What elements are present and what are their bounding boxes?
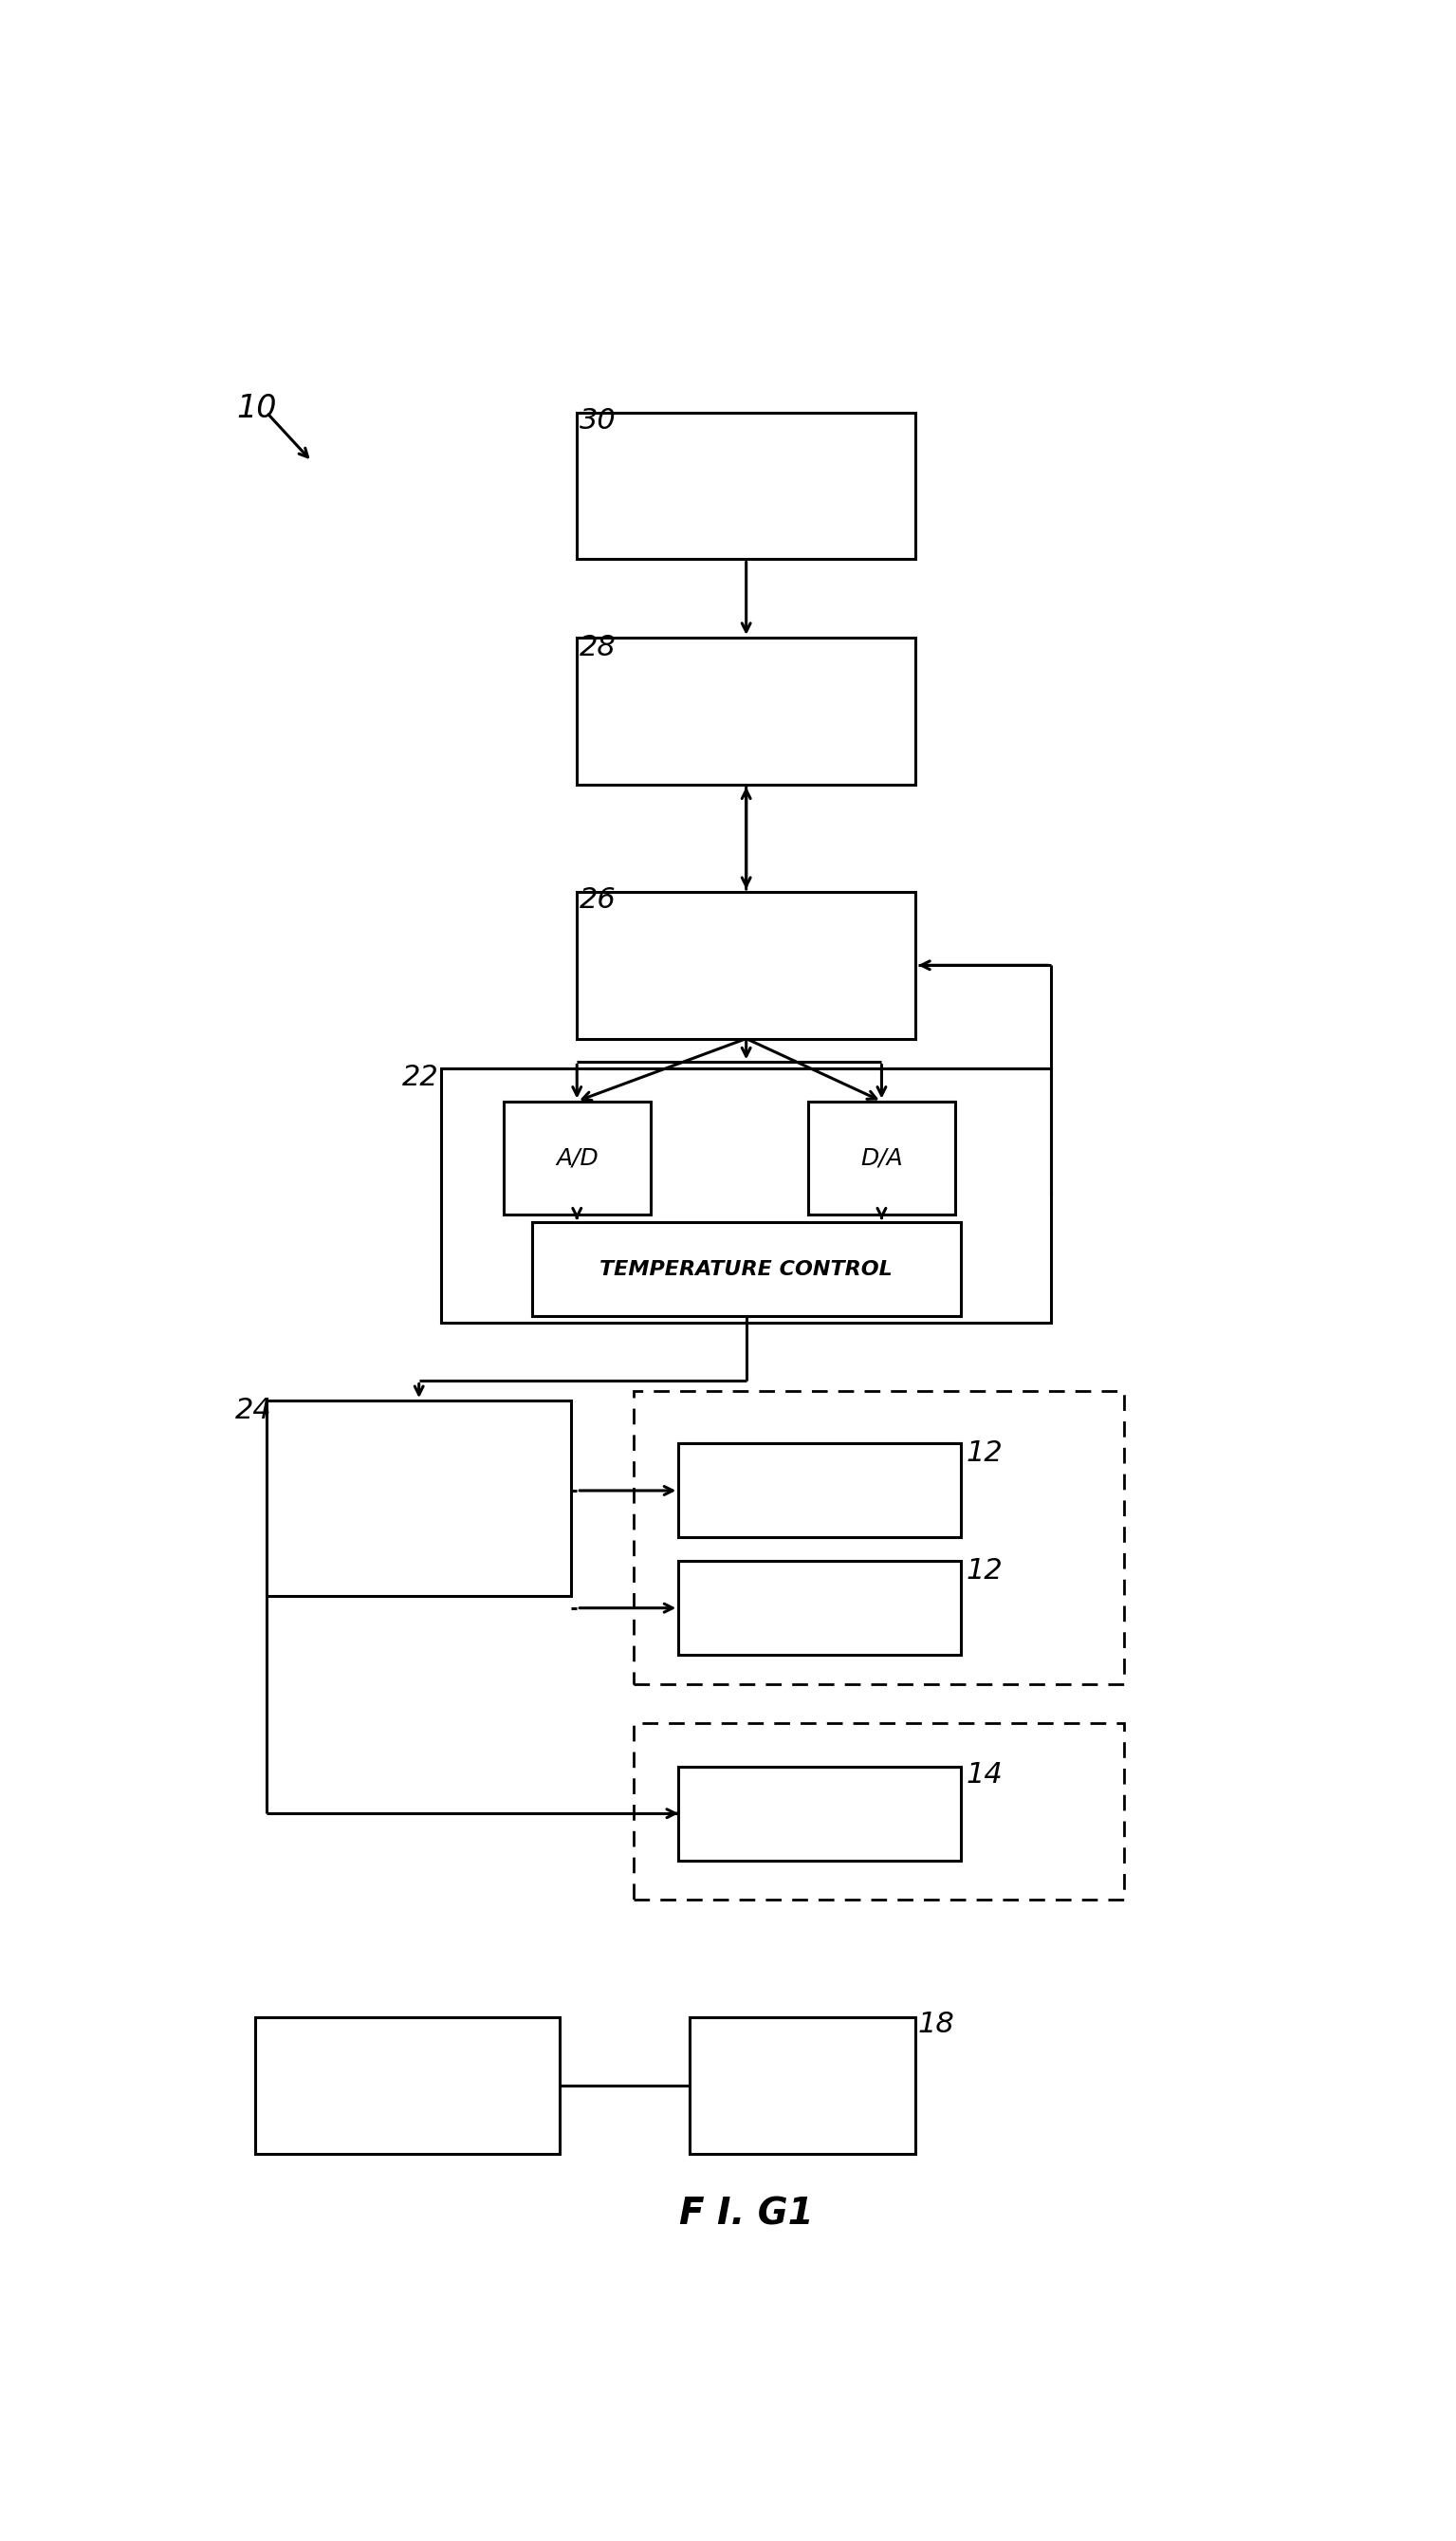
Bar xyxy=(255,2018,561,2155)
Bar xyxy=(577,892,916,1039)
Text: 12: 12 xyxy=(967,1441,1003,1466)
Text: D/A: D/A xyxy=(860,1146,903,1169)
Bar xyxy=(690,2018,916,2155)
Text: 30: 30 xyxy=(579,407,616,435)
Text: 28: 28 xyxy=(579,633,616,661)
Bar xyxy=(266,1400,571,1596)
Bar xyxy=(441,1067,1051,1321)
Bar xyxy=(808,1100,955,1215)
Text: A/D: A/D xyxy=(556,1146,598,1169)
Text: 26: 26 xyxy=(579,887,616,915)
Text: 24: 24 xyxy=(234,1398,272,1423)
Bar xyxy=(577,412,916,559)
Text: 10: 10 xyxy=(236,394,277,424)
Text: 12: 12 xyxy=(967,1558,1003,1586)
Bar xyxy=(678,1443,961,1537)
Bar xyxy=(531,1222,961,1316)
Bar xyxy=(633,1723,1124,1901)
Bar xyxy=(633,1390,1124,1685)
Text: 14: 14 xyxy=(967,1761,1003,1789)
Text: 22: 22 xyxy=(402,1065,438,1093)
Bar xyxy=(678,1560,961,1654)
Text: F I. G1: F I. G1 xyxy=(678,2195,814,2231)
Bar xyxy=(577,638,916,785)
Bar xyxy=(504,1100,651,1215)
Text: 18: 18 xyxy=(917,2010,955,2038)
Text: TEMPERATURE CONTROL: TEMPERATURE CONTROL xyxy=(600,1260,893,1278)
Bar xyxy=(678,1766,961,1860)
